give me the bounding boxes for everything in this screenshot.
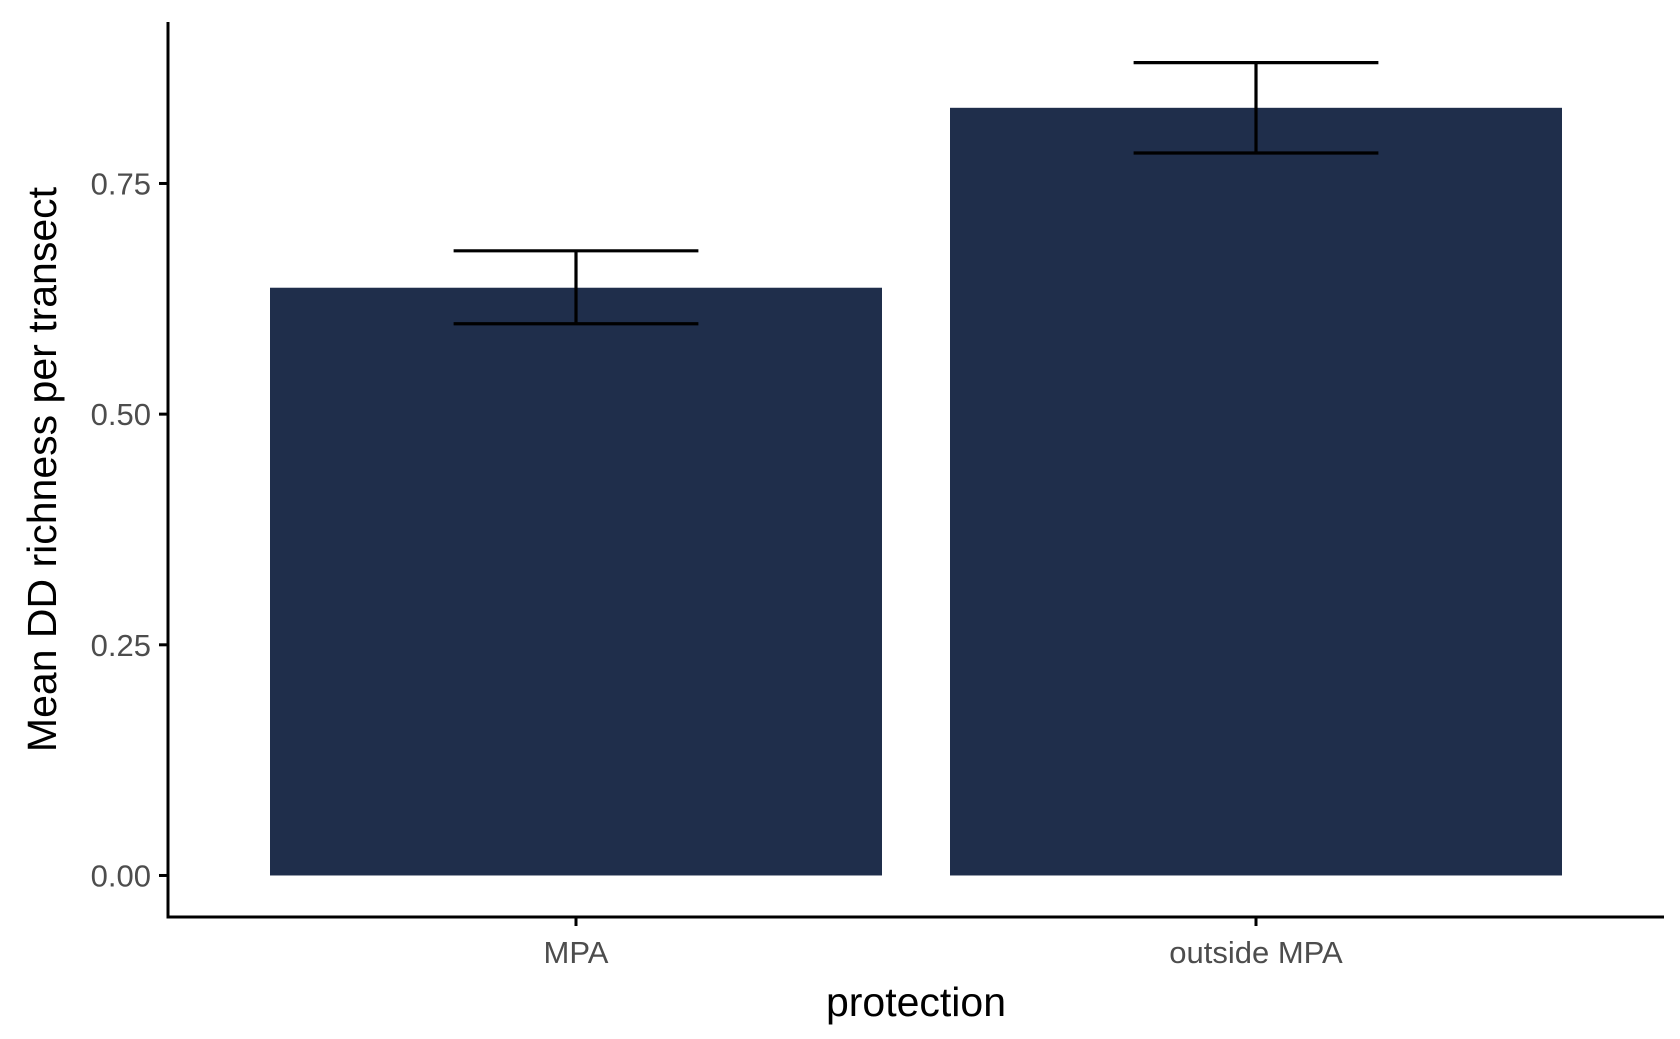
error-bar-0 (453, 249, 699, 326)
x-tick-label: MPA (544, 935, 609, 970)
error-bar-1 (1133, 60, 1379, 155)
x-axis-ticks: MPA outside MPA (544, 917, 1343, 970)
y-tick-label: 0.75 (91, 166, 151, 201)
x-tick-label: outside MPA (1169, 935, 1343, 970)
y-tick-label: 0.50 (91, 397, 151, 432)
bar-1 (950, 107, 1562, 876)
bar-0 (270, 287, 882, 876)
y-axis-ticks: 0.00 0.25 0.50 0.75 (91, 166, 168, 893)
y-tick-label: 0.00 (91, 858, 151, 893)
error-bars-layer (453, 60, 1379, 326)
bars-layer (270, 107, 1562, 876)
y-axis-title: Mean DD richness per transect (19, 186, 65, 752)
x-axis-title: protection (826, 979, 1006, 1025)
y-tick-label: 0.25 (91, 628, 151, 663)
